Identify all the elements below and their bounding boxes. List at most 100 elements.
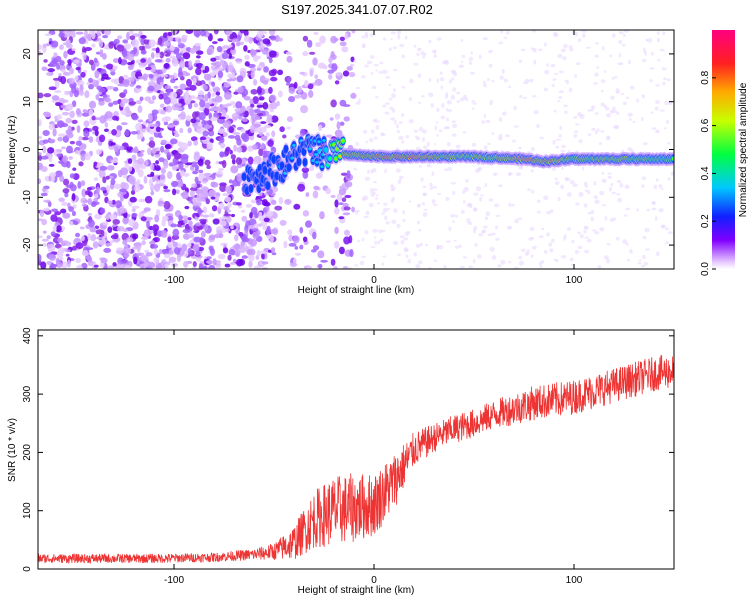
noise-speck [150,171,155,177]
noise-speck [170,223,178,228]
noise-speck-faint [358,98,361,104]
noise-speck [38,44,43,51]
noise-speck-faint [571,240,575,244]
noise-speck [176,88,183,96]
noise-speck [286,126,291,130]
noise-speck [189,190,195,197]
noise-speck-faint [357,239,361,243]
noise-speck [42,187,47,192]
noise-speck-faint [569,180,575,185]
noise-speck [164,85,171,90]
noise-speck-faint [610,95,615,100]
noise-speck [179,83,187,91]
noise-speck-faint [574,249,580,254]
noise-speck [80,52,87,56]
track-core [242,175,246,179]
noise-speck [157,183,166,187]
colorbar: 0.00.20.40.60.8 Normalized spectral ampl… [700,30,749,276]
spectrogram-noise [38,30,674,269]
noise-speck [308,90,314,98]
noise-speck-faint [445,94,448,99]
noise-speck-faint [575,123,580,126]
noise-speck-faint [422,212,428,217]
noise-speck [54,90,62,93]
noise-speck-faint [414,135,419,138]
noise-speck [178,162,184,170]
noise-speck-faint [603,255,609,260]
noise-speck [169,45,175,52]
noise-speck-faint [546,63,549,68]
noise-speck [145,252,153,257]
noise-speck [247,63,256,69]
noise-speck [92,125,99,132]
noise-speck-faint [590,209,595,214]
noise-speck-faint [584,189,590,192]
noise-speck [230,42,236,51]
noise-speck [106,165,115,171]
noise-speck-faint [543,195,549,201]
noise-speck [208,98,213,105]
noise-speck [299,244,304,250]
noise-speck [315,42,322,48]
noise-speck-faint [644,227,650,233]
noise-speck-faint [606,113,611,118]
noise-speck-faint [479,197,483,202]
noise-speck [75,257,81,264]
noise-speck [237,204,243,209]
noise-speck-faint [472,258,476,264]
noise-speck [164,65,168,69]
noise-speck-faint [636,98,639,104]
noise-speck [218,60,225,66]
noise-speck-faint [592,229,597,232]
noise-speck [112,262,117,267]
noise-speck [211,64,217,71]
noise-speck [253,123,262,128]
noise-speck-faint [587,191,591,195]
noise-speck-faint [513,125,519,128]
noise-speck [339,41,347,47]
noise-speck-faint [468,56,473,62]
noise-speck [241,215,248,222]
noise-speck [187,127,192,134]
noise-speck [203,120,211,125]
noise-speck-faint [375,197,379,200]
noise-speck [179,127,184,134]
noise-speck [59,60,65,66]
noise-speck-faint [474,243,478,247]
noise-speck [225,30,233,35]
noise-speck-faint [473,228,477,234]
noise-speck [96,149,102,155]
noise-speck [224,263,231,268]
noise-speck-faint [456,91,461,95]
noise-speck-faint [667,177,671,181]
noise-speck [104,122,109,128]
noise-speck [191,164,199,168]
noise-speck-faint [659,109,665,112]
noise-speck-faint [557,99,561,103]
noise-speck [103,45,109,50]
noise-speck [137,152,144,158]
noise-speck-faint [438,129,443,133]
noise-speck-faint [600,102,605,107]
noise-speck [50,175,56,182]
noise-speck-faint [515,172,521,177]
noise-speck [164,116,171,122]
noise-speck [144,126,151,131]
noise-speck [253,108,261,114]
noise-speck [171,165,178,171]
noise-speck-faint [594,130,598,135]
noise-speck [42,230,47,234]
noise-speck [301,167,310,173]
noise-speck [244,61,250,67]
noise-speck [53,52,58,58]
noise-speck-faint [651,207,657,211]
noise-speck-faint [655,251,660,257]
noise-speck-faint [415,264,421,269]
noise-speck-faint [641,176,647,180]
noise-speck [164,263,169,269]
noise-speck-faint [615,236,620,241]
noise-speck [313,185,320,190]
noise-speck-faint [463,186,469,192]
noise-speck [38,253,42,263]
noise-speck [78,136,83,141]
